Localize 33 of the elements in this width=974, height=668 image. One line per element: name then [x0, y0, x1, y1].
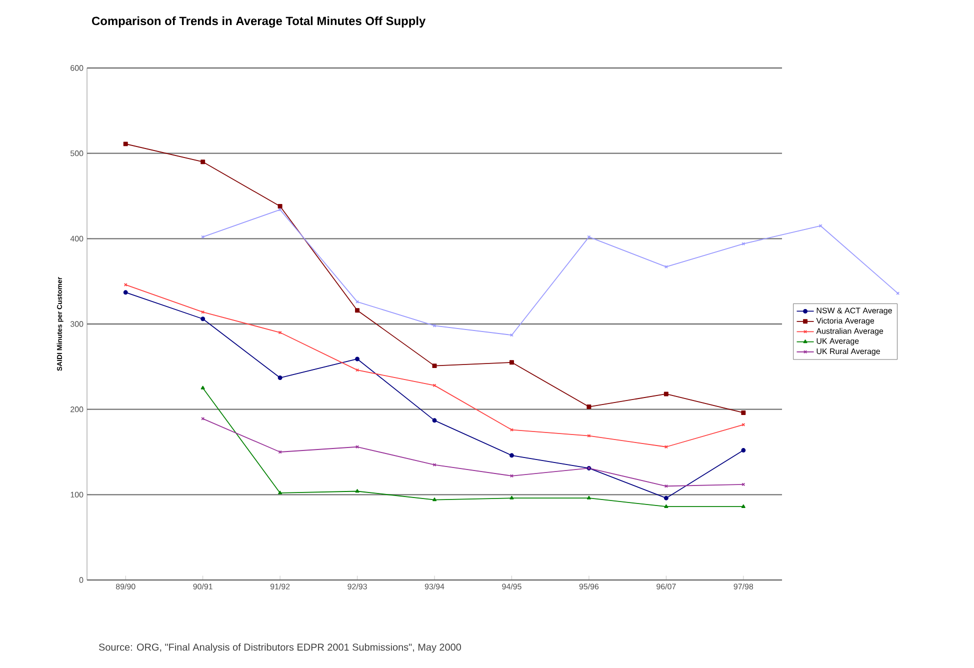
point [200, 160, 206, 164]
point [586, 496, 591, 500]
point [200, 386, 205, 390]
point [741, 448, 746, 453]
point [432, 418, 437, 423]
source-note: Source: ORG, "Final Analysis of Distributors EDPR 2001 Submissions", May 2000 [98, 643, 462, 653]
point [356, 300, 359, 304]
point [664, 504, 668, 508]
point [587, 235, 591, 239]
chart-title: Comparison of Trends in Average Total Minutes Off Supply [92, 16, 426, 28]
point [510, 428, 514, 432]
point [278, 490, 282, 494]
point [278, 450, 282, 454]
point [509, 360, 514, 365]
point [432, 364, 437, 368]
point [123, 290, 128, 295]
point [278, 330, 282, 334]
point [586, 404, 592, 410]
point [664, 496, 668, 500]
point [741, 410, 746, 415]
point [510, 496, 514, 500]
point [355, 489, 360, 493]
point [432, 498, 437, 502]
point [355, 308, 360, 313]
point [664, 392, 668, 396]
point [278, 376, 282, 380]
point [200, 316, 206, 322]
point [509, 453, 514, 458]
point [123, 142, 128, 146]
point [741, 504, 746, 508]
point [432, 384, 436, 388]
point [278, 204, 282, 208]
point [355, 356, 360, 362]
